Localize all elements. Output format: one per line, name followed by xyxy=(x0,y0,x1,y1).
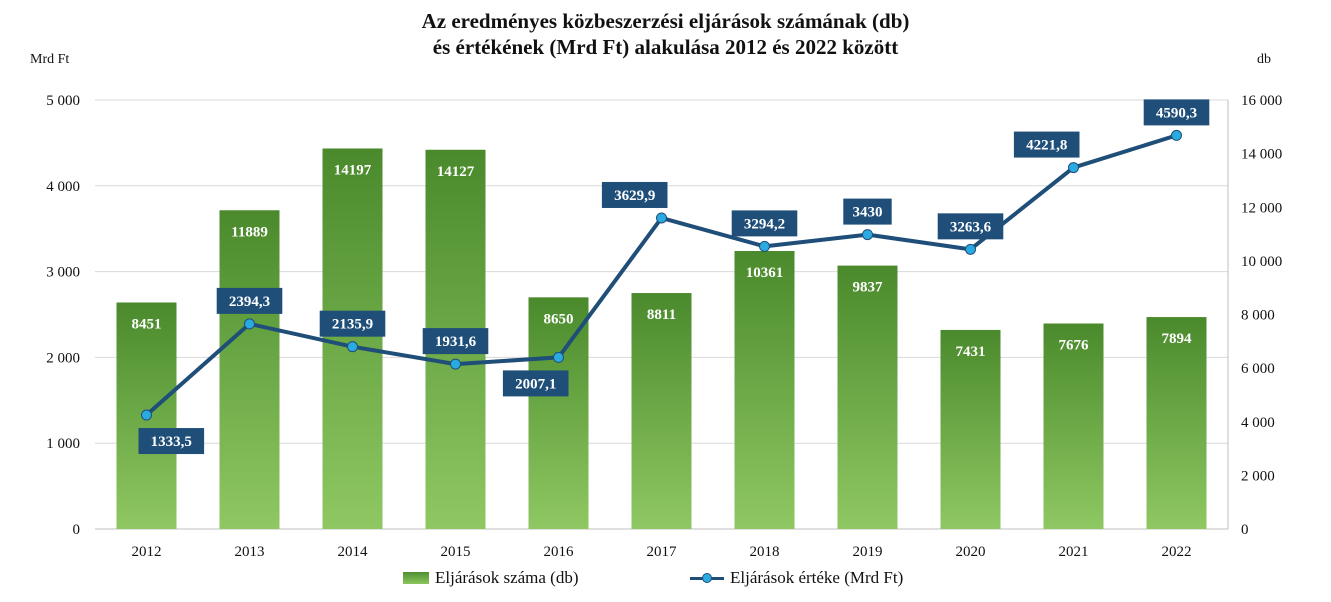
line-point xyxy=(965,243,976,255)
x-tick-label: 2016 xyxy=(544,544,575,560)
bar-value-label: 8451 xyxy=(132,316,162,332)
right-tick-label: 10 000 xyxy=(1241,254,1282,270)
bar-series xyxy=(116,148,1207,530)
bar-value-label: 10361 xyxy=(746,265,784,281)
bar xyxy=(940,329,1001,529)
line-value-box xyxy=(422,328,489,355)
left-tick-label: 3 000 xyxy=(46,265,80,281)
bar-value-label: 8811 xyxy=(647,307,676,323)
line-value-box xyxy=(138,428,205,455)
line-point xyxy=(656,212,667,224)
right-tick-label: 12 000 xyxy=(1241,200,1282,216)
line-value-label: 2135,9 xyxy=(332,317,373,333)
line-value-box xyxy=(1143,99,1210,126)
x-tick-label: 2012 xyxy=(132,544,162,560)
bar xyxy=(322,148,383,530)
line-point xyxy=(450,358,461,370)
left-tick-label: 0 xyxy=(73,522,81,538)
legend-item-line[interactable]: Eljárások értéke (Mrd Ft) xyxy=(690,568,903,588)
line-point xyxy=(1171,129,1182,141)
right-tick-label: 2 000 xyxy=(1241,468,1275,484)
x-tick-label: 2018 xyxy=(750,544,780,560)
line-point xyxy=(1068,162,1079,174)
line-value-label: 3294,2 xyxy=(744,216,785,232)
line-value-box xyxy=(1013,131,1080,158)
left-tick-label: 1 000 xyxy=(46,436,80,452)
chart-title: Az eredményes közbeszerzési eljárások sz… xyxy=(0,8,1331,60)
line-point xyxy=(862,229,873,241)
line-value-label: 3430 xyxy=(853,205,883,221)
x-tick-label: 2013 xyxy=(235,544,265,560)
bar-value-label: 7676 xyxy=(1059,338,1090,354)
bar xyxy=(528,297,589,529)
line-value-box xyxy=(319,310,386,337)
right-tick-label: 8 000 xyxy=(1241,308,1275,324)
line-point xyxy=(553,351,564,363)
bar-value-label: 7894 xyxy=(1162,331,1193,347)
line-value-label: 1333,5 xyxy=(151,434,192,450)
line-value-label: 3629,9 xyxy=(614,188,655,204)
bar-value-label: 9837 xyxy=(853,280,884,296)
legend-bar-swatch xyxy=(403,572,429,584)
right-tick-label: 6 000 xyxy=(1241,361,1275,377)
line-series xyxy=(141,129,1182,421)
legend-label-bars: Eljárások száma (db) xyxy=(435,568,579,587)
bar xyxy=(219,210,280,530)
bar-value-label: 11889 xyxy=(231,224,268,240)
right-tick-label: 16 000 xyxy=(1241,93,1282,109)
x-tick-label: 2017 xyxy=(647,544,678,560)
line-point xyxy=(347,341,358,353)
x-tick-label: 2020 xyxy=(956,544,986,560)
right-tick-label: 0 xyxy=(1241,522,1249,538)
line-value-label: 2394,3 xyxy=(229,294,270,310)
x-tick-label: 2015 xyxy=(441,544,471,560)
line-point xyxy=(141,409,152,421)
bar xyxy=(837,265,898,529)
legend-label-line: Eljárások értéke (Mrd Ft) xyxy=(730,568,904,587)
bar-value-label: 8650 xyxy=(544,311,574,327)
line-value-box xyxy=(216,287,283,314)
right-axis-unit: db xyxy=(1257,52,1271,67)
bar xyxy=(1146,317,1207,529)
chart-title-line-1: Az eredményes közbeszerzési eljárások sz… xyxy=(421,9,910,33)
line-point xyxy=(759,240,770,252)
line-value-label: 4221,8 xyxy=(1026,138,1067,154)
bar xyxy=(1043,323,1104,529)
data-labels: 8451 11889 14197 14127 8650 8811 10361 9837 7431… xyxy=(132,99,1210,455)
line-value-box xyxy=(843,198,892,225)
line-value-label: 1931,6 xyxy=(435,334,477,350)
line-value-label: 4590,3 xyxy=(1156,105,1197,121)
line-value-box xyxy=(937,213,1004,240)
x-tick-label: 2022 xyxy=(1162,544,1192,560)
line-point xyxy=(244,318,255,330)
axes: 0 1 000 2 000 3 000 4 000 5 000 0 2 000 4 000 6 0… xyxy=(46,93,1282,560)
line-value-box xyxy=(502,370,569,397)
legend-item-bars[interactable]: Eljárások száma (db) xyxy=(403,568,579,588)
left-tick-label: 5 000 xyxy=(46,93,80,109)
bar-value-label: 7431 xyxy=(956,344,986,360)
legend-line-swatch xyxy=(690,572,724,584)
right-tick-label: 4 000 xyxy=(1241,415,1275,431)
left-axis-unit: Mrd Ft xyxy=(30,52,70,67)
line-value-label: 3263,6 xyxy=(950,219,992,235)
bar-value-label: 14127 xyxy=(437,164,475,180)
chart-title-line-2: és értékének (Mrd Ft) alakulása 2012 és … xyxy=(432,35,899,59)
x-tick-label: 2019 xyxy=(853,544,883,560)
left-tick-label: 2 000 xyxy=(46,350,80,366)
left-tick-label: 4 000 xyxy=(46,179,80,195)
bar xyxy=(734,251,795,529)
bar-value-label: 14197 xyxy=(334,162,372,178)
right-tick-label: 14 000 xyxy=(1241,147,1282,163)
line-value-label: 2007,1 xyxy=(515,376,556,392)
line-value-box xyxy=(731,210,798,237)
bar xyxy=(631,293,692,529)
x-tick-label: 2014 xyxy=(338,544,369,560)
x-tick-label: 2021 xyxy=(1059,544,1089,560)
line-value-box xyxy=(601,181,668,208)
